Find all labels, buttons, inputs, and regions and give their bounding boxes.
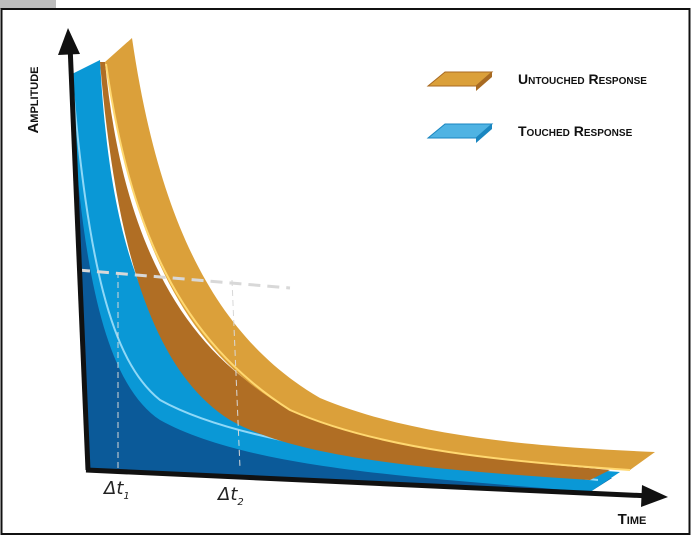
- y-axis: [67, 44, 91, 471]
- x-axis-label: Time: [618, 511, 647, 528]
- dt1-label: Δt1: [102, 478, 130, 502]
- touched-face: [70, 75, 612, 492]
- y-arrow: [58, 28, 80, 55]
- legend-label: Untouched Response: [518, 71, 647, 87]
- untouched-band: [105, 38, 655, 470]
- untouched-curve: [105, 63, 631, 471]
- x-arrow: [641, 485, 668, 507]
- tab: [0, 0, 56, 9]
- dt2-label: Δt2: [216, 484, 244, 508]
- y-axis-label: Amplitude: [25, 66, 42, 133]
- legend-label: Touched Response: [518, 123, 633, 139]
- dt2-line: [231, 279, 241, 469]
- legend-swatch-edge: [476, 72, 492, 91]
- untouched-face: [100, 62, 610, 480]
- x-axis: [85, 467, 651, 499]
- legend-swatch-edge: [476, 124, 492, 143]
- threshold-line: [77, 268, 291, 290]
